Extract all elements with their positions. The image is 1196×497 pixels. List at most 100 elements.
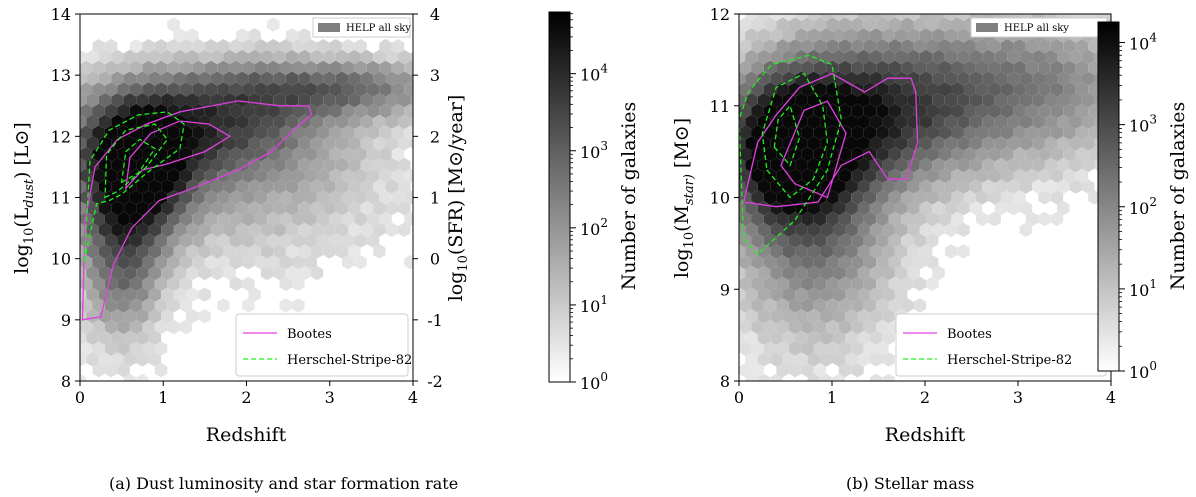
hexbin-cell — [86, 222, 99, 237]
legend-label-bootes-b: Bootes — [947, 327, 992, 342]
hexbin-cell — [80, 319, 93, 335]
hexbin-cell — [341, 211, 355, 227]
hexbin-cell — [782, 71, 796, 86]
hexbin-cell — [763, 211, 777, 227]
hexbin-cell — [148, 330, 162, 345]
hexbin-cell — [788, 255, 802, 270]
hexbin-cell — [776, 298, 789, 313]
hexbin-cell — [204, 255, 218, 270]
hexbin-cell — [1007, 71, 1020, 86]
hexbin-cell — [235, 201, 249, 216]
hexbin-cell — [254, 211, 268, 227]
hexbin-cell — [298, 222, 311, 237]
hexbin-cell — [776, 147, 789, 162]
hexbin-cell — [739, 49, 746, 65]
colorbar-gradient-a — [548, 11, 571, 383]
hexbin-cell — [279, 60, 292, 75]
hexbin-cell — [310, 49, 324, 65]
hexbin-cell — [142, 298, 155, 313]
hexbin-cell — [982, 71, 995, 86]
hexbin-cell — [894, 93, 908, 108]
hexbin-cell — [136, 201, 149, 216]
hexbin-cell — [248, 49, 261, 65]
hexbin-cell — [1081, 157, 1095, 173]
hexbin-cell — [863, 60, 877, 75]
hexbin-cell — [292, 103, 305, 119]
hexbin-cell — [776, 103, 789, 119]
hexbin-cell — [963, 60, 976, 75]
hexbin-cell — [1075, 168, 1089, 183]
hexbin-cell — [123, 265, 137, 281]
hexbin-cell — [136, 330, 149, 345]
hexbin-cell — [832, 330, 845, 345]
hexbin-cell — [907, 179, 920, 194]
hexbin-cell — [745, 201, 758, 216]
hexbin-cell — [223, 136, 236, 151]
hexbin-cell — [235, 49, 249, 65]
x-tick-label: 3 — [325, 388, 335, 407]
hexbin-cell — [838, 319, 852, 335]
hexbin-cell — [310, 244, 324, 259]
hexbin-cell — [1044, 49, 1057, 65]
hexbin-cell — [1025, 82, 1039, 97]
hexbin-cell — [951, 82, 964, 97]
hexbin-cell — [969, 136, 983, 151]
hexbin-cell — [770, 309, 783, 324]
hexbin-cell — [198, 222, 211, 237]
caption-a: (a) Dust luminosity and star formation r… — [109, 474, 458, 493]
hexbin-cell — [161, 71, 174, 86]
hexbin-cell — [944, 28, 958, 43]
hexbin-cell — [391, 168, 405, 183]
hexbin-cell — [404, 60, 413, 75]
hexbin-cell — [260, 265, 274, 281]
hexbin-cell — [894, 287, 908, 302]
hexbin-cell — [1069, 49, 1082, 65]
hexbin-cell — [292, 276, 305, 291]
hexbin-cell — [179, 168, 193, 183]
hexbin-cell — [795, 330, 808, 345]
hexbin-cell — [360, 222, 374, 237]
hexbin-cell — [826, 276, 839, 291]
hexbin-cell — [92, 341, 105, 356]
hexbin-cell — [148, 265, 162, 281]
hexbin-cell — [173, 49, 186, 65]
hexbin-cell — [273, 201, 286, 216]
hexbin-cell — [323, 201, 336, 216]
hexbin-cell — [838, 255, 852, 270]
hexbin-cell — [341, 39, 355, 54]
hexbin-cell — [198, 287, 211, 302]
hexbin-cell — [876, 319, 889, 335]
hexbin-cell — [1063, 168, 1076, 183]
colorbar-tick-label: 100 — [1129, 359, 1157, 382]
hexbin-cell — [901, 211, 914, 227]
hexbin-cell — [1050, 60, 1064, 75]
hexbin-cell — [1025, 39, 1039, 54]
hexbin-cell — [782, 287, 796, 302]
hexbin-cell — [123, 93, 137, 108]
hexbin-cell — [776, 319, 789, 335]
hexbin-cell — [969, 49, 983, 65]
hexbin-cell — [876, 255, 889, 270]
hexbin-cell — [154, 147, 168, 162]
hexbin-cell — [1057, 93, 1070, 108]
hexbin-cell — [869, 352, 883, 367]
hexbin-cell — [254, 60, 268, 75]
hexbin-cell — [260, 136, 274, 151]
hexbin-cell — [1069, 71, 1082, 86]
hexbin-cell — [117, 255, 130, 270]
hexbin-cell — [969, 114, 983, 129]
hexbin-cell — [154, 211, 168, 227]
hexbin-cell — [851, 103, 864, 119]
hexbin-cell — [751, 103, 764, 119]
hexbin-cell — [757, 265, 771, 281]
hexbin-cell — [932, 28, 945, 43]
hexbin-cell — [845, 265, 858, 281]
hexbin-cell — [310, 265, 324, 281]
hexbin-cell — [739, 298, 752, 313]
hexbin-cell — [285, 136, 299, 151]
hexbin-cell — [745, 309, 758, 324]
hexbin-cell — [273, 71, 286, 86]
hexbin-cell — [80, 352, 87, 367]
hexbin-cell — [373, 136, 386, 151]
hexbin-cell — [136, 309, 149, 324]
